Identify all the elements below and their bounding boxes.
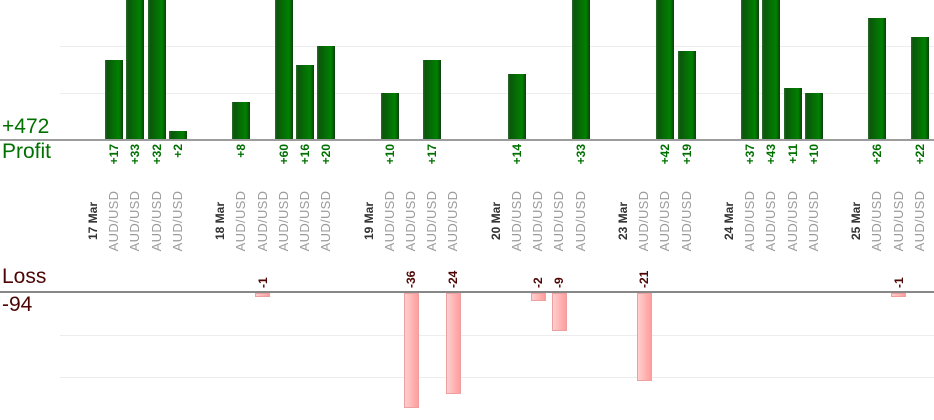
trade-profit-label: +11	[785, 144, 800, 164]
profit-bar[interactable]	[317, 46, 336, 140]
trade-loss-label: -24	[446, 270, 461, 288]
profit-bar[interactable]	[762, 0, 781, 140]
trade-profit-label: +14	[510, 144, 524, 165]
loss-total-label: -94	[2, 293, 33, 316]
date-label: 25 Mar	[849, 201, 864, 241]
loss-bar[interactable]	[403, 293, 419, 408]
profit-axis-line	[0, 139, 934, 141]
profit-chart-area	[0, 0, 934, 140]
date-label: 19 Mar	[361, 201, 376, 241]
profit-bar[interactable]	[296, 65, 314, 140]
date-label: 20 Mar	[488, 201, 503, 241]
trade-profit-label: +2	[170, 144, 185, 158]
trade-profit-label: +22	[912, 144, 927, 165]
profit-bar[interactable]	[783, 88, 802, 140]
profit-bar[interactable]	[741, 0, 760, 140]
trade-profit-label: +26	[870, 144, 885, 165]
trade-profit-label: +42	[658, 144, 673, 165]
loss-bar[interactable]	[255, 293, 271, 297]
trade-loss-label: -36	[404, 270, 418, 288]
profit-bar[interactable]	[804, 93, 823, 140]
trade-profit-label: +16	[298, 144, 312, 165]
trade-profit-label: +8	[234, 144, 249, 158]
loss-bar[interactable]	[445, 293, 461, 394]
profit-bar[interactable]	[147, 0, 166, 140]
trade-profit-label: +33	[573, 144, 588, 165]
trade-loss-label: -1	[255, 277, 270, 288]
trade-loss-label: -9	[552, 277, 567, 288]
trade-profit-label: +17	[425, 144, 440, 165]
profit-bar[interactable]	[126, 0, 145, 140]
trade-profit-label: +32	[149, 144, 164, 165]
profit-bar[interactable]	[656, 0, 675, 140]
trade-profit-label: +60	[276, 144, 291, 165]
loss-bar[interactable]	[636, 293, 652, 381]
profit-bar[interactable]	[571, 0, 590, 140]
trade-profit-label: +10	[806, 144, 821, 165]
trade-profit-label: +19	[679, 144, 694, 165]
loss-bar[interactable]	[551, 293, 567, 331]
profit-bar[interactable]	[168, 131, 187, 140]
profit-total-label: +472	[2, 115, 50, 138]
profit-gridline	[60, 46, 934, 47]
profit-bar[interactable]	[868, 18, 887, 140]
trade-profit-label: +17	[107, 144, 122, 165]
profit-bar[interactable]	[380, 93, 399, 140]
trade-profit-label: +37	[743, 144, 758, 165]
loss-gridline	[60, 335, 934, 336]
loss-bar[interactable]	[530, 293, 546, 301]
date-label: 18 Mar	[213, 201, 228, 241]
trade-loss-label: -1	[891, 277, 906, 288]
profit-bar[interactable]	[423, 60, 442, 140]
loss-axis-line	[0, 291, 934, 293]
profit-bar[interactable]	[910, 37, 929, 140]
date-label: 17 Mar	[86, 201, 100, 241]
profit-bar[interactable]	[232, 102, 251, 140]
trade-profit-label: +10	[382, 144, 397, 165]
date-label: 23 Mar	[616, 201, 630, 241]
profit-bar[interactable]	[105, 60, 124, 140]
profit-gridline	[60, 93, 934, 94]
trade-profit-label: +33	[128, 144, 143, 165]
loss-gridline	[60, 377, 934, 378]
trade-loss-label: -21	[637, 270, 652, 288]
trade-profit-label: +43	[764, 144, 779, 165]
profit-bar[interactable]	[677, 51, 696, 140]
loss-caption: Loss	[2, 265, 47, 288]
profit-bar[interactable]	[274, 0, 293, 140]
loss-chart-area	[0, 293, 934, 408]
trade-profit-label: +20	[319, 144, 334, 165]
profit-caption: Profit	[2, 140, 52, 163]
trade-loss-label: -2	[531, 277, 546, 288]
profit-bar[interactable]	[508, 74, 526, 140]
loss-bar[interactable]	[891, 293, 907, 297]
date-label: 24 Mar	[722, 201, 736, 241]
